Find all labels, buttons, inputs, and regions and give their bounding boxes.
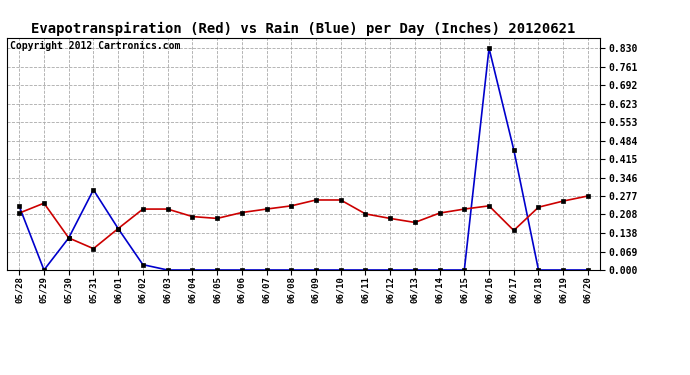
Text: Copyright 2012 Cartronics.com: Copyright 2012 Cartronics.com xyxy=(10,41,180,51)
Title: Evapotranspiration (Red) vs Rain (Blue) per Day (Inches) 20120621: Evapotranspiration (Red) vs Rain (Blue) … xyxy=(32,22,575,36)
